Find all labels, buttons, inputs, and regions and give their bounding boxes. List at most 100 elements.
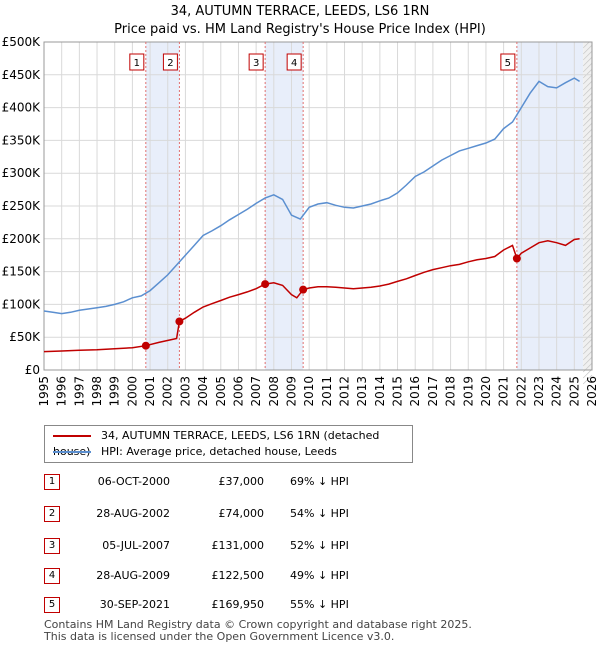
sale-label-number: 3: [253, 58, 259, 69]
x-tick-label: 1997: [72, 376, 86, 407]
sale-date: 05-JUL-2007: [102, 539, 170, 552]
future-hatch: [582, 116, 593, 127]
footer-licence: This data is licensed under the Open Gov…: [44, 630, 395, 643]
future-hatch: [582, 92, 593, 103]
x-tick-label: 2022: [514, 376, 528, 407]
x-tick-label: 1998: [90, 376, 104, 407]
legend-item-property: 34, AUTUMN TERRACE, LEEDS, LS6 1RN (deta…: [53, 428, 412, 458]
future-hatch: [582, 80, 593, 91]
sale-number-badge: 3: [44, 538, 60, 554]
x-tick-label: 2020: [479, 376, 493, 407]
sale-label-box: [248, 53, 264, 71]
future-hatch: [582, 164, 593, 175]
future-hatch: [582, 374, 593, 385]
table-row: 1 06-OCT-2000 £37,000 69% ↓ HPI: [44, 472, 444, 492]
legend-swatch-property: [53, 435, 91, 437]
future-hatch: [582, 194, 593, 205]
future-hatch: [582, 368, 593, 379]
y-tick-label: £150K: [2, 265, 42, 279]
future-hatch: [582, 182, 593, 193]
future-hatch: [582, 254, 593, 265]
future-hatch: [582, 290, 593, 301]
table-row: 3 05-JUL-2007 £131,000 52% ↓ HPI: [44, 536, 444, 556]
hpi-series-line: [43, 77, 580, 315]
future-hatch: [582, 110, 593, 121]
sale-price: £74,000: [218, 507, 265, 520]
x-tick-label: 2004: [196, 376, 210, 407]
sale-price: £37,000: [218, 475, 265, 488]
sale-date: 30-SEP-2021: [99, 598, 170, 611]
x-tick-label: 2013: [355, 376, 369, 407]
future-hatch: [582, 344, 593, 355]
sale-point: [261, 280, 270, 289]
x-tick-label: 2016: [408, 376, 422, 407]
future-hatch: [582, 272, 593, 283]
future-hatch: [582, 188, 593, 199]
table-row: 2 28-AUG-2002 £74,000 54% ↓ HPI: [44, 504, 444, 524]
x-tick-label: 2001: [143, 376, 157, 407]
legend-label-hpi: HPI: Average price, detached house, Leed…: [101, 445, 337, 458]
price-chart: £0 £50K £100K £150K £200K £250K £300K £350K £400…: [1, 22, 600, 407]
sale-date: 28-AUG-2009: [96, 569, 170, 582]
future-hatch: [582, 128, 593, 139]
future-hatch: [582, 362, 593, 373]
future-hatch: [582, 98, 593, 109]
x-tick-label: 2019: [461, 376, 475, 407]
future-hatch: [582, 122, 593, 133]
sale-number-badge: 5: [44, 597, 60, 613]
future-hatch: [582, 140, 593, 151]
future-hatch: [582, 152, 593, 163]
y-tick-label: £200K: [2, 232, 42, 246]
y-tick-label: £500K: [2, 35, 42, 49]
hatch-mask-top: [583, 22, 600, 42]
sale-hpi-diff: 54% ↓ HPI: [290, 507, 349, 520]
future-hatch: [582, 350, 593, 361]
y-tick-label: £100K: [2, 297, 42, 311]
x-tick-label: 2017: [426, 376, 440, 407]
future-hatch: [582, 242, 593, 253]
legend-item-hpi: HPI: Average price, detached house, Leed…: [53, 444, 337, 460]
x-tick-label: 2018: [444, 376, 458, 407]
y-tick-label: £300K: [2, 166, 42, 180]
future-hatch: [582, 68, 593, 79]
sale-point: [299, 285, 308, 294]
sale-date: 06-OCT-2000: [97, 475, 170, 488]
y-tick-label: £0: [25, 363, 40, 377]
y-tick-label: £350K: [2, 133, 42, 147]
future-hatch: [582, 146, 593, 157]
future-hatch: [582, 86, 593, 97]
x-tick-label: 2008: [267, 376, 281, 407]
sale-label-box: [129, 53, 145, 71]
sale-point: [141, 341, 150, 350]
future-hatch: [582, 356, 593, 367]
future-hatch: [582, 278, 593, 289]
future-hatch: [582, 314, 593, 325]
sale-label-box: [500, 53, 516, 71]
sale-price: £169,950: [211, 598, 265, 611]
sale-date: 28-AUG-2002: [96, 507, 170, 520]
sale-hpi-diff: 49% ↓ HPI: [290, 569, 349, 582]
sale-point: [512, 254, 521, 263]
sale-number-badge: 1: [44, 474, 60, 490]
y-tick-label: £450K: [2, 68, 42, 82]
sale-price: £122,500: [211, 569, 265, 582]
future-hatch: [582, 260, 593, 271]
x-tick-label: 2003: [178, 376, 192, 407]
x-tick-label: 2024: [550, 376, 564, 407]
y-tick-label: £50K: [9, 330, 41, 344]
future-hatch: [582, 212, 593, 223]
future-hatch: [582, 248, 593, 259]
x-tick-label: 1995: [37, 376, 51, 407]
sale-price: £131,000: [211, 539, 265, 552]
x-tick-label: 2023: [532, 376, 546, 407]
x-tick-label: 2009: [284, 376, 298, 407]
x-tick-label: 2010: [302, 376, 316, 407]
future-hatch: [582, 170, 593, 181]
future-hatch: [582, 50, 593, 61]
future-hatch: [582, 206, 593, 217]
x-tick-label: 2000: [125, 376, 139, 407]
x-tick-label: 2007: [249, 376, 263, 407]
sale-number-badge: 4: [44, 568, 60, 584]
x-tick-label: 2015: [391, 376, 405, 407]
y-tick-label: £250K: [2, 199, 42, 213]
